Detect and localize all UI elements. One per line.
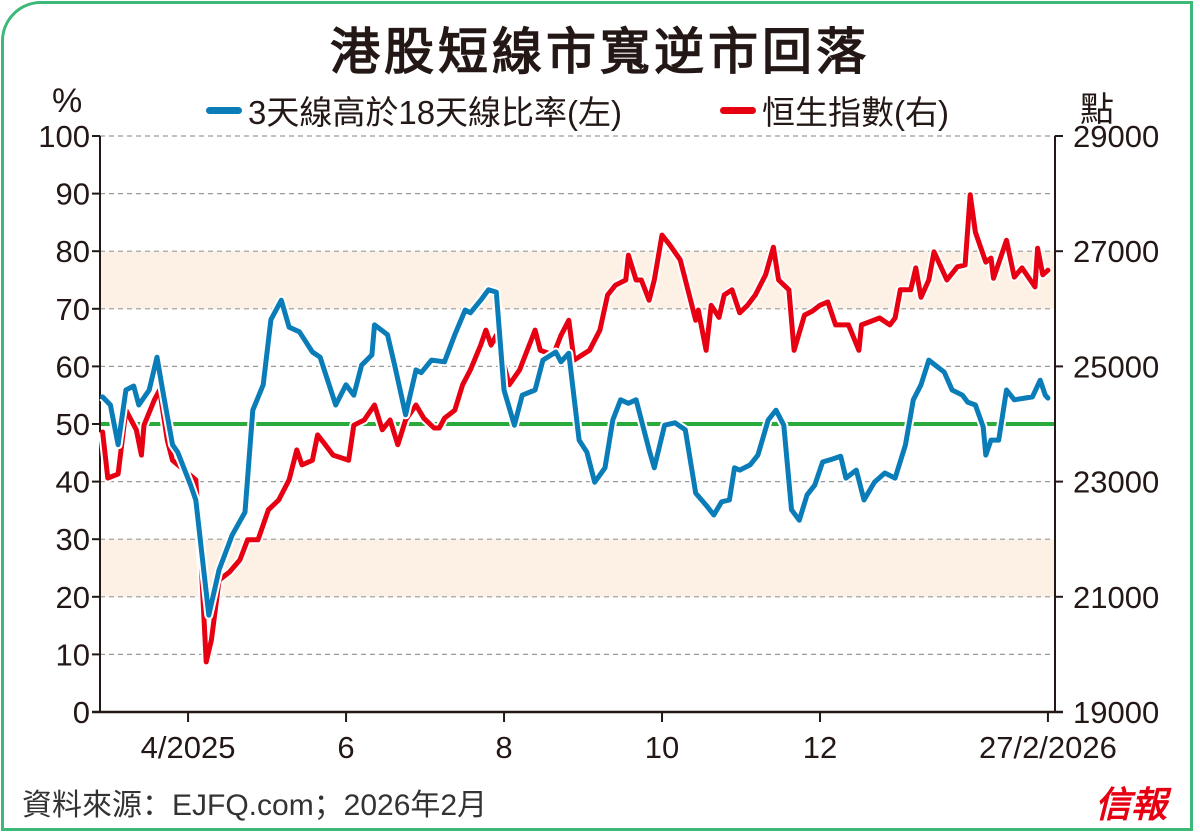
right-tick-label: 27000 — [1073, 234, 1159, 269]
x-tick-label: 27/2/2026 — [979, 730, 1117, 765]
x-tick-label: 10 — [645, 730, 679, 765]
x-tick-label: 4/2025 — [141, 730, 236, 765]
hkej-logo: 信報 — [1095, 784, 1168, 826]
right-tick-label: 25000 — [1073, 349, 1159, 384]
left-tick-label: 90 — [56, 177, 90, 212]
left-tick-label: 50 — [56, 407, 90, 442]
shaded-band — [100, 539, 1055, 597]
left-tick-label: 40 — [56, 465, 90, 500]
left-tick-label: 70 — [56, 292, 90, 327]
legend-item-breadth: 3天線高於18天線比率(左) — [206, 86, 622, 134]
right-tick-label: 23000 — [1073, 465, 1159, 500]
left-axis-unit: % — [52, 82, 83, 120]
legend-item-hsi: 恒生指數(右) — [720, 86, 949, 134]
legend-label-hsi: 恒生指數(右) — [762, 94, 949, 131]
left-tick-label: 60 — [56, 349, 90, 384]
left-tick-label: 30 — [56, 522, 90, 557]
left-tick-label: 80 — [56, 234, 90, 269]
x-tick-label: 12 — [803, 730, 837, 765]
left-tick-label: 10 — [56, 637, 90, 672]
legend-swatch-blue — [206, 106, 242, 114]
left-tick-label: 0 — [73, 695, 90, 730]
chart-title: 港股短線市寬逆市回落 — [330, 24, 870, 80]
legend-swatch-red — [720, 106, 756, 114]
right-tick-label: 29000 — [1073, 119, 1159, 154]
right-tick-label: 19000 — [1073, 695, 1159, 730]
right-tick-label: 21000 — [1073, 580, 1159, 615]
left-tick-label: 100 — [38, 119, 90, 154]
right-axis-unit: 點 — [1080, 91, 1114, 129]
legend-label-breadth: 3天線高於18天線比率(左) — [248, 94, 623, 131]
x-tick-label: 6 — [337, 730, 354, 765]
left-tick-label: 20 — [56, 580, 90, 615]
breadth-ratio-line — [100, 287, 1051, 618]
x-tick-label: 8 — [495, 730, 512, 765]
source-note: 資料來源：EJFQ.com；2026年2月 — [22, 789, 488, 822]
